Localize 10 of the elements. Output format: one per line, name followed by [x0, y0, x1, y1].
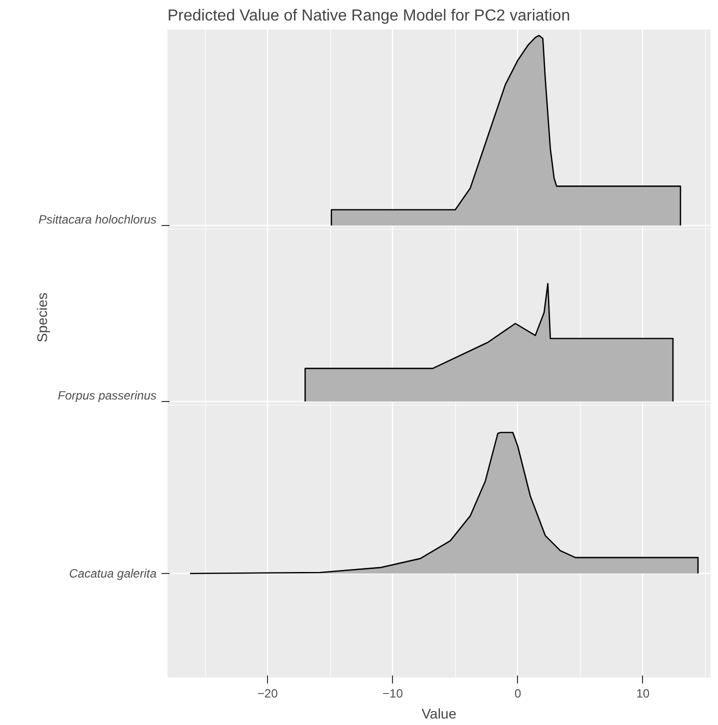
x-tick-label: 0 [514, 686, 522, 700]
y-axis-title: Species [34, 292, 50, 342]
chart-title: Predicted Value of Native Range Model for PC2 variation [168, 8, 570, 24]
text: Cacatua galerita [69, 566, 157, 580]
x-axis-title: Value [422, 706, 457, 722]
x-tick-label: 10 [636, 686, 650, 700]
text: Forpus passerinus [58, 388, 157, 402]
text: Psittacara holochlorus [38, 212, 156, 226]
x-tick-label: −10 [382, 686, 404, 700]
x-tick-label: −20 [257, 686, 278, 700]
